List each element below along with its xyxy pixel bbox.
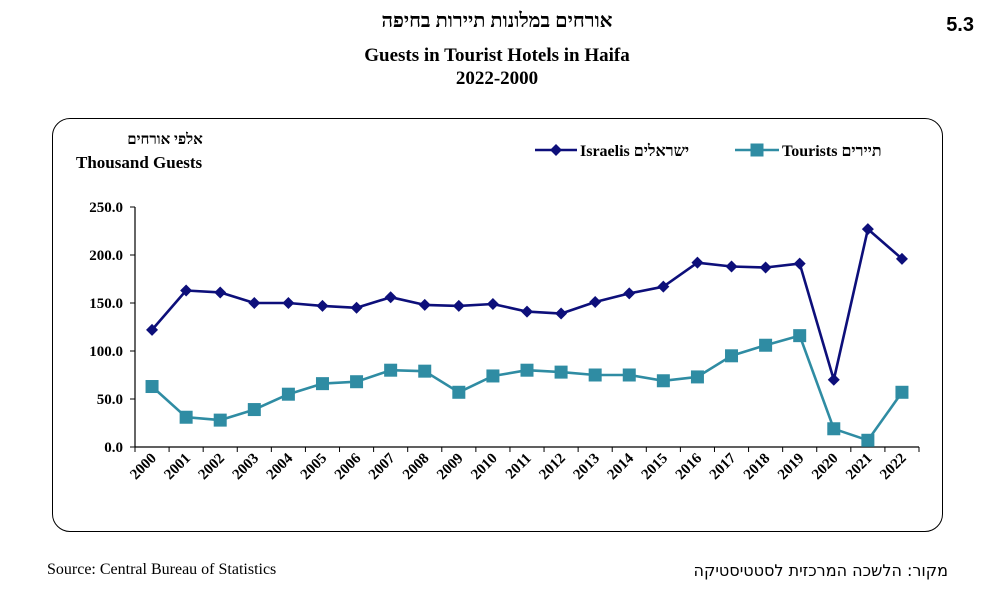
data-point-israelis [895, 252, 908, 265]
x-tick-label: 2008 [400, 451, 433, 484]
x-tick-label: 2001 [161, 451, 194, 484]
x-tick-label: 2009 [434, 451, 467, 484]
data-point-israelis [316, 299, 329, 312]
y-tick-labels: 0.0 50.0 100.0 150.0 200.0 250.0 [89, 200, 123, 456]
data-point-tourists [315, 377, 329, 391]
data-point-tourists [622, 368, 636, 382]
x-tick-label: 2015 [639, 451, 672, 484]
x-tick-label: 2014 [605, 450, 638, 483]
data-point-tourists [759, 338, 773, 352]
x-tick-label: 2016 [673, 450, 706, 483]
series-line-israelis [151, 227, 903, 382]
data-point-israelis [521, 305, 533, 318]
data-point-israelis [146, 323, 159, 336]
y-axis-unit-hebrew: אלפי אורחים [127, 132, 203, 148]
x-tick-label: 2022 [877, 451, 910, 484]
data-point-tourists [486, 369, 500, 383]
x-tick-label: 2012 [536, 451, 569, 484]
data-point-tourists [861, 433, 875, 447]
data-point-israelis [759, 261, 772, 274]
x-tick-label: 2011 [503, 451, 535, 483]
data-point-israelis [589, 296, 602, 309]
data-point-tourists [554, 365, 568, 379]
legend: Tourists תיירים Israelis ישראלים [535, 142, 882, 160]
data-point-tourists [725, 349, 739, 363]
x-tick-label: 2019 [775, 451, 808, 484]
data-point-tourists [656, 374, 670, 388]
series-markers [145, 223, 909, 447]
source-hebrew: מקור: הלשכה המרכזית לסטטיסטיקה [693, 561, 948, 580]
data-point-tourists [179, 410, 193, 424]
series-lines [151, 227, 904, 442]
axes [130, 206, 920, 452]
source-english: Source: Central Bureau of Statistics [47, 561, 277, 578]
data-point-israelis [827, 373, 840, 386]
data-point-israelis [418, 298, 431, 311]
x-tick-label: 2021 [843, 451, 876, 484]
data-point-israelis [384, 291, 397, 304]
data-point-israelis [691, 256, 704, 269]
data-point-israelis [486, 297, 499, 310]
x-tick-label: 2018 [741, 451, 774, 484]
x-tick-label: 2017 [707, 450, 740, 483]
data-point-tourists [384, 363, 398, 377]
legend-label-tourists: Tourists תיירים [782, 143, 882, 160]
data-point-tourists [247, 403, 261, 417]
x-tick-label: 2013 [570, 451, 603, 484]
x-tick-label: 2002 [196, 451, 229, 484]
y-tick-label: 0.0 [104, 440, 123, 456]
data-point-tourists [588, 368, 602, 382]
chart-number: 5.3 [946, 14, 974, 36]
y-axis-unit-english: Thousand Guests [76, 153, 203, 172]
data-point-israelis [452, 299, 465, 312]
x-tick-label: 2020 [809, 451, 842, 484]
x-tick-label: 2010 [468, 451, 501, 484]
data-point-israelis [248, 297, 261, 309]
data-point-israelis [282, 297, 295, 309]
x-tick-label: 2003 [230, 451, 263, 484]
data-point-tourists [145, 380, 159, 394]
data-point-tourists [452, 385, 466, 399]
data-point-tourists [827, 422, 841, 436]
data-point-tourists [213, 413, 227, 427]
x-tick-label: 2007 [366, 450, 399, 483]
y-tick-label: 100.0 [89, 344, 123, 360]
data-point-tourists [418, 364, 432, 378]
y-tick-label: 200.0 [89, 248, 123, 264]
data-point-israelis [180, 284, 193, 297]
data-point-tourists [895, 385, 909, 399]
data-point-israelis [214, 286, 227, 299]
data-point-israelis [657, 280, 670, 293]
y-tick-label: 50.0 [97, 392, 123, 408]
legend-marker-israelis [550, 144, 562, 156]
data-point-israelis [793, 257, 806, 270]
data-point-israelis [350, 301, 363, 314]
chart-title-english: Guests in Tourist Hotels in Haifa [364, 45, 630, 66]
x-tick-label: 2006 [332, 450, 365, 483]
legend-label-israelis: Israelis ישראלים [580, 142, 689, 160]
chart-title-hebrew: אורחים במלונות תיירות בחיפה [381, 10, 613, 32]
legend-marker-tourists [750, 143, 764, 157]
x-tick-labels: 2000 2001 2002 2003 2004 2005 2006 2007 2008 2009… [127, 450, 909, 483]
x-tick-label: 2000 [127, 451, 160, 484]
x-tick-label: 2004 [264, 450, 297, 483]
data-point-israelis [623, 287, 636, 300]
data-point-tourists [793, 329, 807, 343]
data-point-israelis [861, 223, 874, 236]
y-tick-label: 250.0 [89, 200, 123, 216]
x-tick-label: 2005 [298, 451, 331, 484]
data-point-tourists [520, 363, 534, 377]
data-point-tourists [350, 375, 364, 389]
chart-year-range: 2022-2000 [455, 68, 539, 89]
data-point-israelis [725, 260, 738, 273]
data-point-tourists [690, 370, 704, 384]
data-point-tourists [281, 387, 295, 401]
data-point-israelis [555, 307, 568, 320]
series-line-tourists [151, 334, 904, 442]
y-tick-label: 150.0 [89, 296, 123, 312]
chart-frame [52, 118, 943, 532]
